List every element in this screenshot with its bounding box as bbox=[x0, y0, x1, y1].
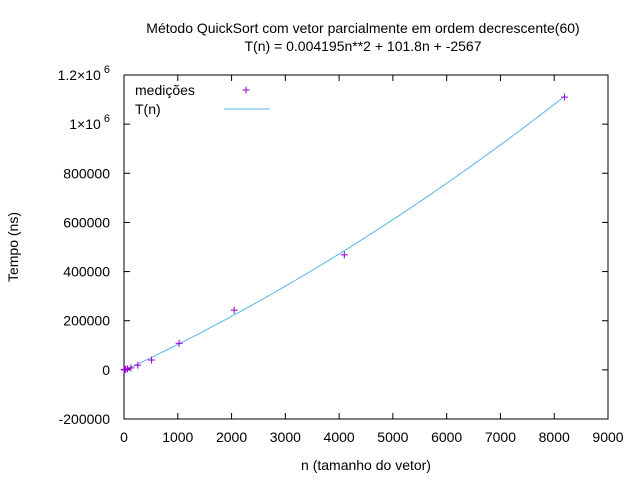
x-tick-label: 1000 bbox=[162, 429, 193, 445]
series-fit-line bbox=[123, 96, 565, 371]
x-tick-label: 0 bbox=[120, 429, 128, 445]
data-point bbox=[148, 356, 156, 364]
x-tick-label: 2000 bbox=[216, 429, 247, 445]
data-point bbox=[230, 306, 238, 314]
legend: medições T(n) bbox=[135, 82, 270, 117]
data-point bbox=[561, 93, 569, 101]
y-tick-label: 1×10 6 bbox=[69, 113, 110, 132]
y-tick-label: 600000 bbox=[63, 214, 110, 230]
legend-label-fit: T(n) bbox=[135, 101, 161, 117]
series-measurements bbox=[120, 93, 569, 374]
y-axis-label: Tempo (ns) bbox=[5, 212, 21, 282]
y-tick-label: 0 bbox=[102, 362, 110, 378]
y-tick-label: 400000 bbox=[63, 264, 110, 280]
data-point bbox=[134, 361, 142, 369]
y-tick-label: 800000 bbox=[63, 165, 110, 181]
legend-marker-measurements bbox=[242, 86, 250, 94]
legend-label-measurements: medições bbox=[135, 82, 195, 98]
chart-title: Método QuickSort com vetor parcialmente … bbox=[146, 20, 579, 36]
y-axis: -200000 0 200000 400000 600000 800000 1×10 6 1.… bbox=[58, 64, 608, 427]
legend-plus-marker bbox=[242, 86, 250, 94]
data-point bbox=[340, 251, 348, 259]
x-tick-label: 8000 bbox=[539, 429, 570, 445]
x-axis-label: n (tamanho do vetor) bbox=[301, 457, 431, 473]
data-point bbox=[175, 339, 183, 347]
plot-frame bbox=[123, 74, 609, 420]
x-tick-label: 9000 bbox=[592, 429, 623, 445]
data-point bbox=[127, 364, 135, 372]
x-tick-label: 3000 bbox=[270, 429, 301, 445]
y-tick-label: 1.2×10 6 bbox=[58, 64, 110, 83]
x-tick-label: 6000 bbox=[431, 429, 462, 445]
y-tick-label: 200000 bbox=[63, 313, 110, 329]
y-tick-label: -200000 bbox=[59, 411, 111, 427]
x-tick-label: 4000 bbox=[324, 429, 355, 445]
x-tick-label: 7000 bbox=[485, 429, 516, 445]
chart-subtitle: T(n) = 0.004195n**2 + 101.8n + -2567 bbox=[244, 38, 481, 54]
x-tick-label: 5000 bbox=[377, 429, 408, 445]
x-axis: 0 1000 2000 3000 4000 5000 6000 7000 8000 9000 bbox=[120, 75, 624, 445]
data-point bbox=[123, 365, 131, 373]
